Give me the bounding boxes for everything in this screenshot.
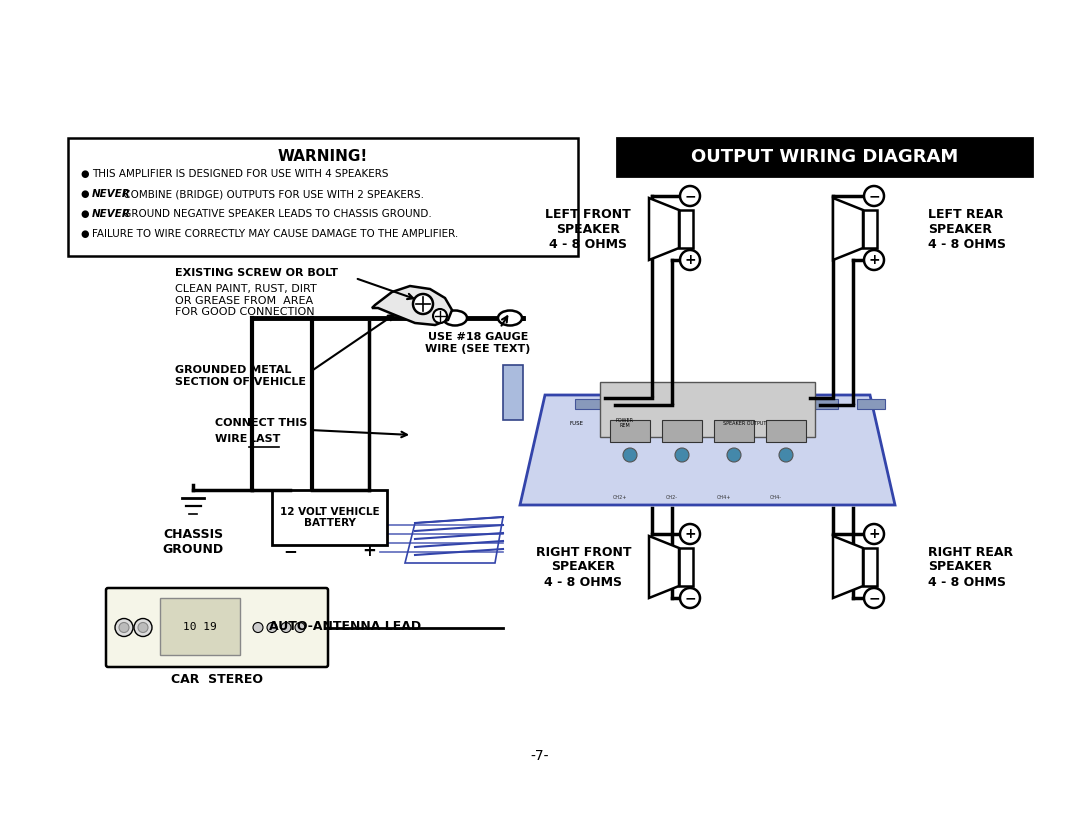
Ellipse shape — [443, 310, 467, 325]
Text: EXISTING SCREW OR BOLT: EXISTING SCREW OR BOLT — [175, 268, 338, 278]
Text: THIS AMPLIFIER IS DESIGNED FOR USE WITH 4 SPEAKERS: THIS AMPLIFIER IS DESIGNED FOR USE WITH … — [92, 169, 389, 179]
Text: −: − — [868, 591, 880, 605]
Circle shape — [253, 622, 264, 632]
Text: LAST: LAST — [249, 434, 281, 444]
Polygon shape — [649, 536, 679, 598]
Text: FAILURE TO WIRE CORRECTLY MAY CAUSE DAMAGE TO THE AMPLIFIER.: FAILURE TO WIRE CORRECTLY MAY CAUSE DAMA… — [92, 229, 458, 239]
Text: 12 VOLT VEHICLE
BATTERY: 12 VOLT VEHICLE BATTERY — [280, 507, 379, 528]
Text: FUSE: FUSE — [570, 420, 584, 425]
Bar — [766, 420, 806, 442]
Polygon shape — [833, 536, 863, 598]
Text: LEFT REAR
SPEAKER
4 - 8 OHMS: LEFT REAR SPEAKER 4 - 8 OHMS — [928, 208, 1005, 250]
Text: CH2-: CH2- — [666, 495, 678, 500]
Text: COMBINE (BRIDGE) OUTPUTS FOR USE WITH 2 SPEAKERS.: COMBINE (BRIDGE) OUTPUTS FOR USE WITH 2 … — [120, 189, 423, 199]
FancyBboxPatch shape — [106, 588, 328, 667]
Circle shape — [680, 186, 700, 206]
Polygon shape — [519, 395, 895, 505]
Text: +: + — [685, 253, 696, 267]
Bar — [762, 399, 791, 409]
Text: LEFT FRONT
SPEAKER
4 - 8 OHMS: LEFT FRONT SPEAKER 4 - 8 OHMS — [545, 208, 631, 250]
Circle shape — [134, 619, 152, 636]
Text: NEVER: NEVER — [92, 209, 131, 219]
Circle shape — [680, 524, 700, 544]
Text: +: + — [868, 527, 880, 541]
Circle shape — [727, 448, 741, 462]
Circle shape — [413, 294, 433, 314]
Circle shape — [623, 448, 637, 462]
Text: USE #18 GAUGE
WIRE (SEE TEXT): USE #18 GAUGE WIRE (SEE TEXT) — [426, 332, 530, 354]
Text: CH4+: CH4+ — [717, 495, 731, 500]
Bar — [863, 210, 877, 248]
Circle shape — [433, 309, 447, 323]
Polygon shape — [649, 198, 679, 260]
Text: CAR  STEREO: CAR STEREO — [171, 673, 264, 686]
Text: GROUNDED METAL
SECTION OF VEHICLE: GROUNDED METAL SECTION OF VEHICLE — [175, 365, 306, 387]
Text: CH2+: CH2+ — [612, 495, 627, 500]
Bar — [863, 548, 877, 586]
Bar — [669, 399, 697, 409]
Text: ●: ● — [80, 189, 89, 199]
Text: RIGHT FRONT
SPEAKER
4 - 8 OHMS: RIGHT FRONT SPEAKER 4 - 8 OHMS — [536, 545, 631, 589]
Polygon shape — [372, 286, 453, 325]
Text: ●: ● — [80, 209, 89, 219]
Bar — [160, 598, 240, 655]
Bar — [810, 399, 838, 409]
Bar — [858, 399, 885, 409]
Polygon shape — [833, 198, 863, 260]
Bar — [617, 138, 1032, 176]
Bar — [68, 138, 578, 256]
Bar — [716, 399, 744, 409]
Text: POWER
REM: POWER REM — [616, 418, 634, 429]
Bar — [610, 420, 650, 442]
Circle shape — [138, 622, 148, 632]
Bar — [714, 420, 754, 442]
Circle shape — [119, 622, 129, 632]
Circle shape — [680, 588, 700, 608]
Text: NEVER: NEVER — [92, 189, 131, 199]
Text: −: − — [868, 189, 880, 203]
Circle shape — [267, 622, 276, 632]
Text: −: − — [685, 189, 696, 203]
Circle shape — [864, 250, 885, 270]
Text: +: + — [685, 527, 696, 541]
Text: CONNECT THIS: CONNECT THIS — [215, 418, 308, 428]
Text: CLEAN PAINT, RUST, DIRT
OR GREASE FROM  AREA
FOR GOOD CONNECTION: CLEAN PAINT, RUST, DIRT OR GREASE FROM A… — [175, 284, 316, 317]
Circle shape — [864, 186, 885, 206]
Bar — [679, 548, 693, 586]
Text: CHASSIS
GROUND: CHASSIS GROUND — [162, 528, 224, 556]
Text: WIRE: WIRE — [215, 434, 252, 444]
Circle shape — [295, 622, 305, 632]
Text: ●: ● — [80, 229, 89, 239]
Text: −: − — [685, 591, 696, 605]
Text: WARNING!: WARNING! — [278, 148, 368, 163]
Circle shape — [281, 622, 291, 632]
Text: ●: ● — [80, 169, 89, 179]
Text: GROUND NEGATIVE SPEAKER LEADS TO CHASSIS GROUND.: GROUND NEGATIVE SPEAKER LEADS TO CHASSIS… — [120, 209, 431, 219]
Text: OUTPUT WIRING DIAGRAM: OUTPUT WIRING DIAGRAM — [691, 148, 958, 166]
Text: RIGHT REAR
SPEAKER
4 - 8 OHMS: RIGHT REAR SPEAKER 4 - 8 OHMS — [928, 545, 1013, 589]
Circle shape — [779, 448, 793, 462]
Circle shape — [680, 250, 700, 270]
Bar — [503, 365, 523, 420]
Text: −: − — [283, 542, 297, 560]
Circle shape — [114, 619, 133, 636]
Bar — [662, 420, 702, 442]
Text: +: + — [362, 542, 376, 560]
Bar — [600, 382, 815, 437]
Bar — [575, 399, 603, 409]
Text: +: + — [868, 253, 880, 267]
Text: AUTO-ANTENNA LEAD: AUTO-ANTENNA LEAD — [269, 620, 421, 632]
Text: CH4-: CH4- — [770, 495, 782, 500]
Ellipse shape — [498, 310, 522, 325]
Circle shape — [864, 588, 885, 608]
Text: 10 19: 10 19 — [184, 622, 217, 632]
Bar — [622, 399, 650, 409]
Bar — [679, 210, 693, 248]
Circle shape — [864, 524, 885, 544]
Text: -7-: -7- — [530, 749, 550, 763]
Text: SPEAKER OUTPUT: SPEAKER OUTPUT — [724, 420, 767, 425]
Circle shape — [675, 448, 689, 462]
Bar — [272, 490, 387, 545]
